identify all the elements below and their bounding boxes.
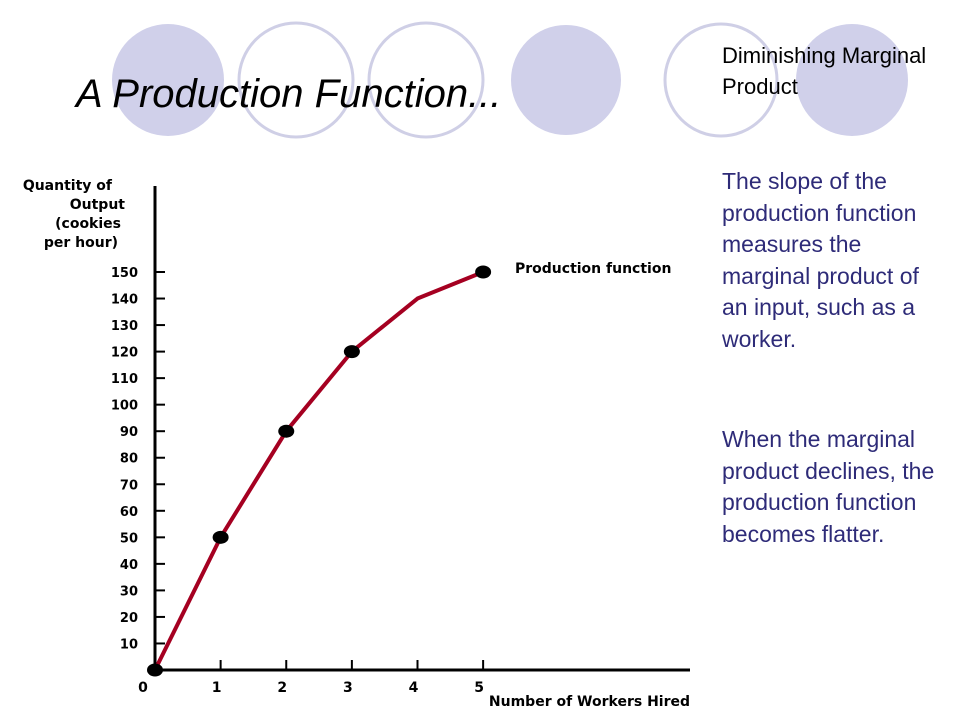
x-tick-label: 4 bbox=[409, 680, 419, 696]
explanation-paragraph-slope: The slope of the production function mea… bbox=[722, 168, 919, 352]
y-tick-label: 10 bbox=[120, 637, 138, 652]
x-axis-ticks: 0 1 2 3 4 5 bbox=[138, 660, 485, 696]
y-tick-label: 90 bbox=[120, 425, 138, 440]
y-tick-label: 130 bbox=[111, 319, 138, 334]
deco-circle-ring bbox=[237, 21, 355, 139]
y-tick-label: 140 bbox=[111, 293, 138, 308]
y-tick-label: 50 bbox=[120, 531, 138, 546]
slide-title: A Production Function... bbox=[76, 72, 502, 116]
x-axis-label: Number of Workers Hired bbox=[489, 694, 690, 710]
x-tick-label: 3 bbox=[343, 680, 353, 696]
deco-circle-ring bbox=[367, 21, 485, 139]
y-axis-ticks: 10 20 30 40 50 60 70 80 90 100 110 120 130 140 150 bbox=[111, 266, 165, 652]
y-tick-label: 80 bbox=[120, 452, 138, 467]
y-tick-label: 110 bbox=[111, 372, 138, 387]
y-axis-label-line: (cookies bbox=[55, 216, 121, 232]
y-tick-label: 100 bbox=[111, 399, 138, 414]
production-function-line bbox=[153, 270, 484, 671]
data-point bbox=[147, 663, 163, 677]
y-tick-label: 40 bbox=[120, 558, 138, 573]
data-point bbox=[278, 424, 295, 438]
y-tick-label: 30 bbox=[120, 584, 138, 599]
sidebar-heading: Diminishing Marginal Product bbox=[722, 43, 927, 99]
y-tick-label: 120 bbox=[111, 346, 138, 361]
x-tick-label: 2 bbox=[277, 680, 287, 696]
y-axis-label-line: Quantity of bbox=[23, 178, 113, 194]
y-tick-label: 60 bbox=[120, 505, 138, 520]
data-point bbox=[475, 265, 492, 279]
x-tick-label: 0 bbox=[138, 680, 148, 696]
y-axis-label-line: Output bbox=[70, 197, 126, 213]
data-point bbox=[212, 530, 229, 544]
explanation-paragraph-flatter: When the marginal product declines, the … bbox=[722, 426, 935, 547]
y-axis-label-line: per hour) bbox=[44, 235, 118, 251]
data-point bbox=[343, 345, 360, 359]
y-axis-label: Quantity of Output (cookies per hour) bbox=[23, 178, 125, 251]
deco-circle-filled bbox=[511, 25, 621, 135]
y-tick-label: 20 bbox=[120, 611, 138, 626]
x-tick-label: 1 bbox=[212, 680, 222, 696]
x-tick-label: 5 bbox=[474, 680, 484, 696]
y-tick-label: 150 bbox=[111, 266, 138, 281]
deco-circle-filled bbox=[112, 24, 224, 136]
deco-circle-filled bbox=[796, 24, 908, 136]
series-label: Production function bbox=[515, 261, 671, 277]
deco-circle-ring bbox=[663, 22, 779, 138]
y-tick-label: 70 bbox=[120, 478, 138, 493]
data-points bbox=[147, 265, 492, 677]
